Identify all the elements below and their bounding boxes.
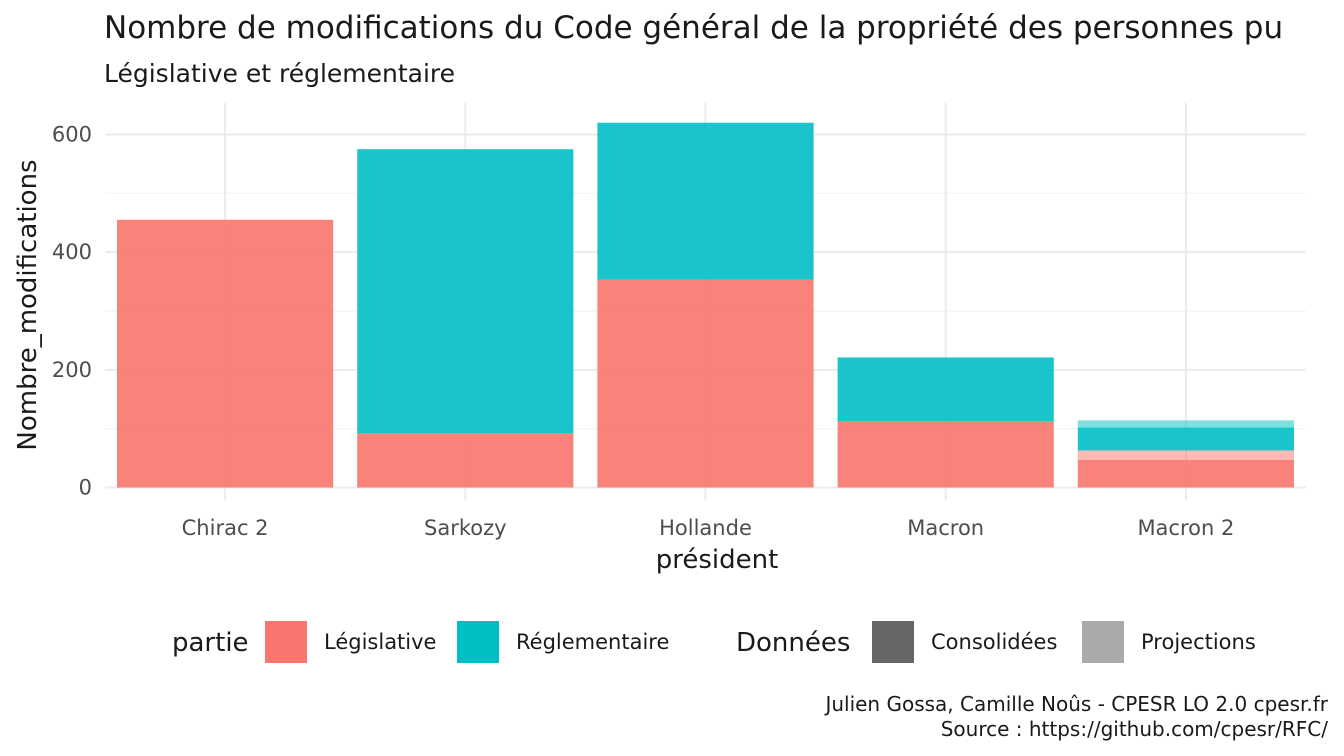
legend-label: Consolidées xyxy=(931,630,1057,654)
legend: partie Législative Réglementaire Données Con… xyxy=(172,621,1256,663)
bar-segment xyxy=(1077,459,1294,488)
bar-segment xyxy=(1077,420,1294,428)
x-tick-label: Macron 2 xyxy=(1137,516,1234,540)
y-tick-label: 0 xyxy=(79,476,92,500)
legend-key xyxy=(1082,621,1124,663)
bar-segment xyxy=(357,433,574,488)
chart-title: Nombre de modifications du Code général … xyxy=(104,10,1283,46)
caption-authors: Julien Gossa, Camille Noûs - CPESR LO 2.… xyxy=(823,692,1328,716)
bar-segment xyxy=(1077,450,1294,460)
x-tick-label: Chirac 2 xyxy=(182,516,269,540)
bar-segment xyxy=(837,421,1054,488)
bar-segment xyxy=(597,122,814,280)
legend-title: partie xyxy=(172,628,249,658)
bar-segment xyxy=(597,279,814,488)
bars xyxy=(117,122,1294,488)
legend-title: Données xyxy=(736,628,850,658)
x-tick-label: Hollande xyxy=(659,516,752,540)
x-tick-label: Macron xyxy=(907,516,984,540)
legend-label: Projections xyxy=(1141,630,1256,654)
legend-key xyxy=(872,621,914,663)
bar-segment xyxy=(837,357,1054,422)
legend-key xyxy=(457,621,499,663)
x-tick-label: Sarkozy xyxy=(424,516,507,540)
y-tick-label: 400 xyxy=(52,240,92,264)
bar-segment xyxy=(357,149,574,434)
legend-label: Réglementaire xyxy=(516,630,669,654)
caption-source: Source : https://github.com/cpesr/RFC/ xyxy=(941,717,1329,741)
x-axis-title: président xyxy=(656,545,779,575)
y-tick-label: 600 xyxy=(52,123,92,147)
y-axis-ticks: 0 200 400 600 xyxy=(52,123,92,500)
y-axis-title: Nombre_modifications xyxy=(13,159,43,450)
legend-label: Législative xyxy=(324,630,436,654)
bar-segment xyxy=(117,219,334,488)
y-tick-label: 200 xyxy=(52,358,92,382)
bar-segment xyxy=(1077,427,1294,451)
x-axis-ticks: Chirac 2 Sarkozy Hollande Macron Macron 2 xyxy=(182,516,1235,540)
legend-key xyxy=(265,621,307,663)
chart-subtitle: Législative et réglementaire xyxy=(104,59,455,88)
